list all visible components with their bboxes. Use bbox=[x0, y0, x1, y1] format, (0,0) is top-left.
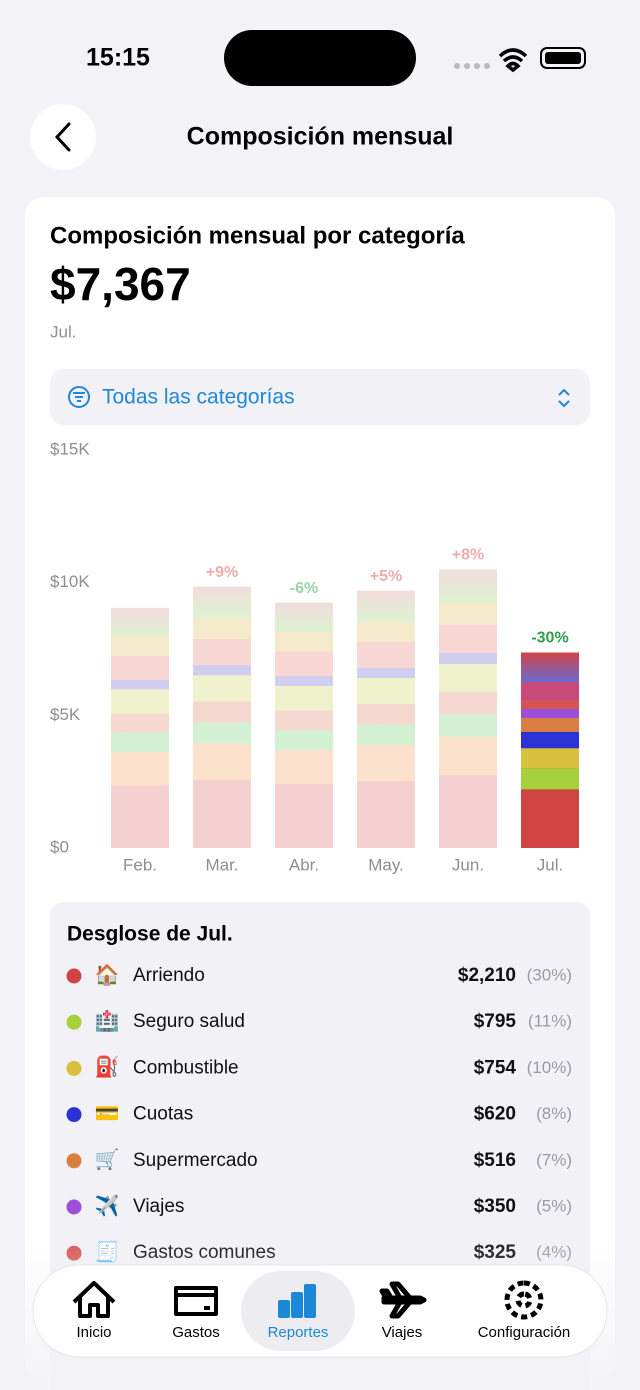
category-amount: $2,210 bbox=[458, 965, 516, 986]
bar-segment bbox=[521, 700, 579, 709]
bar-total bbox=[357, 590, 415, 848]
bar-total bbox=[111, 607, 169, 848]
category-name: Viajes bbox=[133, 1196, 184, 1217]
change-label: -30% bbox=[531, 630, 568, 647]
bar-segment bbox=[521, 718, 579, 732]
page-title: Composición mensual bbox=[187, 123, 454, 151]
summary-title: Composición mensual por categoría bbox=[50, 222, 465, 249]
y-tick-label: $10K bbox=[50, 572, 90, 591]
change-label: -6% bbox=[290, 580, 318, 597]
category-share: (8%) bbox=[536, 1104, 572, 1123]
y-tick-label: $0 bbox=[50, 837, 69, 856]
dynamic-island bbox=[224, 30, 416, 86]
tab-label[interactable]: Gastos bbox=[172, 1324, 220, 1341]
category-dot bbox=[66, 1153, 82, 1169]
status-time: 15:15 bbox=[86, 44, 150, 72]
category-icon: 🛒 bbox=[95, 1147, 120, 1171]
summary-period: Jul. bbox=[50, 322, 76, 341]
category-dot bbox=[66, 1014, 82, 1030]
bar-total bbox=[439, 569, 497, 848]
category-dot bbox=[66, 1107, 82, 1123]
filter-icon-lines bbox=[73, 392, 85, 402]
category-name: Seguro salud bbox=[133, 1011, 245, 1032]
y-tick-label: $15K bbox=[50, 439, 90, 458]
x-tick-label: Mar. bbox=[205, 855, 238, 874]
x-tick-label: Feb. bbox=[123, 855, 157, 874]
category-name: Arriendo bbox=[133, 965, 205, 986]
category-amount: $350 bbox=[474, 1196, 516, 1217]
category-icon: 🏠 bbox=[95, 963, 120, 986]
x-tick-label: Jun. bbox=[452, 855, 484, 874]
bar-segment bbox=[521, 708, 579, 719]
wifi-icon bbox=[498, 48, 528, 73]
category-name: Supermercado bbox=[133, 1150, 258, 1171]
battery-level bbox=[545, 52, 581, 64]
category-icon: ⛽ bbox=[95, 1055, 120, 1079]
breakdown-title: Desglose de Jul. bbox=[67, 923, 233, 946]
x-tick-label: Abr. bbox=[289, 855, 319, 874]
tab-icon bbox=[174, 1286, 218, 1316]
bar-total bbox=[193, 586, 251, 848]
x-tick-label: Jul. bbox=[537, 855, 563, 874]
tab-icon bbox=[504, 1280, 544, 1320]
category-share: (7%) bbox=[536, 1150, 572, 1169]
category-share: (10%) bbox=[527, 1058, 572, 1077]
bar-segment bbox=[521, 768, 579, 790]
tab-label[interactable]: Inicio bbox=[76, 1324, 111, 1341]
tab-icon bbox=[278, 1284, 316, 1318]
tab-icon bbox=[72, 1281, 116, 1318]
signal bbox=[454, 63, 490, 69]
category-name: Combustible bbox=[133, 1057, 239, 1078]
category-amount: $795 bbox=[474, 1011, 517, 1032]
category-icon: ✈️ bbox=[95, 1193, 120, 1217]
y-tick-label: $5K bbox=[50, 705, 81, 724]
category-dot bbox=[66, 968, 82, 984]
tab-label[interactable]: Viajes bbox=[382, 1324, 423, 1341]
filter-label: Todas las categorías bbox=[102, 386, 295, 409]
change-label: +5% bbox=[370, 568, 402, 585]
tab-label[interactable]: Reportes bbox=[268, 1324, 329, 1341]
category-dot bbox=[66, 1060, 82, 1076]
category-amount: $754 bbox=[474, 1057, 517, 1078]
category-name: Cuotas bbox=[133, 1104, 193, 1125]
category-icon: 🏥 bbox=[95, 1008, 120, 1032]
category-share: (11%) bbox=[528, 1012, 572, 1031]
filter-icon bbox=[68, 386, 90, 408]
summary-total: $7,367 bbox=[50, 258, 191, 310]
category-amount: $516 bbox=[474, 1150, 516, 1171]
bar-segment bbox=[521, 731, 579, 749]
filter-chevron bbox=[558, 388, 570, 408]
category-share: (30%) bbox=[527, 965, 572, 984]
tab-label[interactable]: Configuración bbox=[478, 1324, 571, 1341]
category-amount: $620 bbox=[474, 1104, 516, 1125]
change-label: +8% bbox=[452, 547, 484, 564]
back-icon bbox=[54, 122, 71, 152]
change-label: +9% bbox=[206, 564, 238, 581]
back-button[interactable] bbox=[30, 104, 96, 170]
battery bbox=[540, 47, 586, 69]
bar-total bbox=[275, 602, 333, 848]
category-dot bbox=[66, 1199, 82, 1215]
tab-icon bbox=[379, 1281, 427, 1319]
filter-button[interactable] bbox=[50, 369, 590, 425]
tabs: Inicio Gastos Reportes Viajes Configuración bbox=[72, 1271, 571, 1351]
category-share: (5%) bbox=[536, 1196, 572, 1215]
category-icon: 💳 bbox=[95, 1103, 120, 1125]
bar-segment bbox=[521, 748, 579, 769]
chart: $0 $5K $10K $15K Feb. Mar. +9% Abr. -6% May. +5% Ju… bbox=[50, 439, 579, 874]
x-tick-label: May. bbox=[368, 855, 404, 874]
bar-segment bbox=[521, 789, 579, 848]
